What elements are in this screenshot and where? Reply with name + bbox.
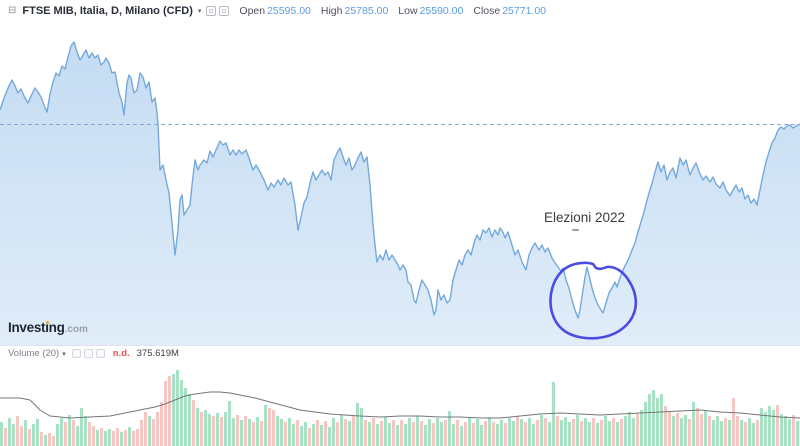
low-label: Low [398, 5, 418, 17]
logo-orange-dot-icon [46, 321, 49, 324]
chart-style-icon-glyph [222, 9, 227, 13]
symbol-title[interactable]: FTSE MIB, Italia, D, Milano (CFD) [22, 5, 193, 17]
volume-ma-value: 375.619M [136, 348, 179, 359]
chevron-down-icon[interactable]: ▾ [62, 350, 66, 358]
open-label: Open [239, 5, 266, 17]
volume-pane-header: Volume (20) ▾ n.d. 375.619M [8, 348, 179, 359]
ohlc-low: Low 25590.00 [398, 5, 463, 17]
close-value: 25771.00 [502, 5, 547, 17]
ohlc-close: Close 25771.00 [473, 5, 546, 17]
price-area-fill [0, 42, 800, 345]
volume-ma-line [0, 391, 800, 419]
ohlc-open: Open 25595.00 [239, 5, 310, 17]
open-value: 25595.00 [267, 5, 311, 17]
annotation-anchor-handle[interactable] [572, 229, 579, 231]
high-value: 25785.00 [344, 5, 389, 17]
investing-logo-text: Investing [8, 320, 65, 335]
high-label: High [320, 5, 343, 17]
symbol-header: ⊟ FTSE MIB, Italia, D, Milano (CFD) ▾ Op… [8, 5, 556, 17]
investing-logo: Investing.com [8, 319, 88, 337]
collapse-pane-icon[interactable]: ⊟ [8, 5, 17, 16]
chart-settings-icon[interactable] [206, 6, 217, 16]
close-label: Close [473, 5, 501, 17]
ohlc-readout: Open 25595.00 High 25785.00 Low 25590.00 Cl… [239, 5, 556, 17]
ohlc-high: High 25785.00 [321, 5, 388, 17]
settings-icon[interactable] [83, 349, 93, 358]
volume-bars [0, 370, 799, 446]
volume-current-value: n.d. [112, 348, 130, 359]
annotation-circle[interactable] [549, 261, 638, 340]
low-value: 25590.00 [419, 5, 464, 17]
chart-settings-icon-glyph [209, 9, 214, 13]
investing-logo-tld: .com [64, 324, 88, 335]
eye-icon[interactable] [71, 349, 81, 358]
chart-style-icon[interactable] [219, 6, 230, 16]
price-line [0, 41, 800, 319]
close-icon[interactable] [95, 349, 105, 358]
volume-indicator-title[interactable]: Volume (20) [8, 348, 60, 359]
annotation-text[interactable]: Elezioni 2022 [544, 210, 626, 225]
chevron-down-icon[interactable]: ▾ [197, 8, 202, 15]
